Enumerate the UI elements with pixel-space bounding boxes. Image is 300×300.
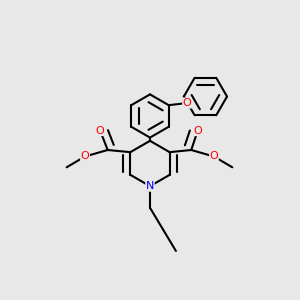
Text: O: O [183,98,191,108]
Text: O: O [96,126,104,136]
Text: O: O [193,126,202,136]
Text: O: O [81,152,89,161]
Text: O: O [209,152,218,161]
Text: N: N [146,181,154,191]
